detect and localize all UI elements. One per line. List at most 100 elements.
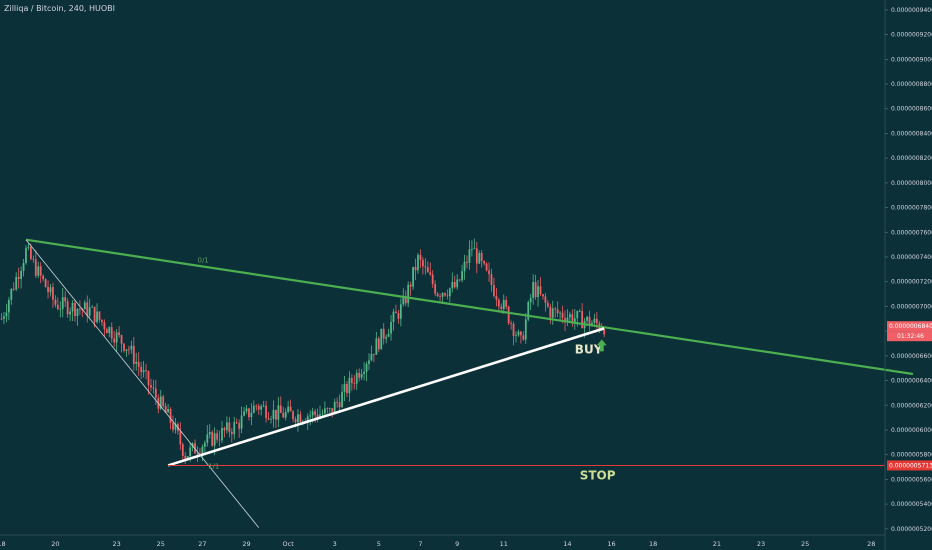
candle-body bbox=[30, 246, 32, 259]
candle-body bbox=[140, 366, 143, 373]
time-tick-label: 25 bbox=[157, 540, 165, 548]
candle-body bbox=[115, 332, 118, 343]
candle-body bbox=[44, 279, 47, 288]
candle-body bbox=[451, 282, 454, 289]
candle-body bbox=[603, 329, 606, 335]
candle-body bbox=[120, 335, 123, 344]
time-tick-label: 20 bbox=[51, 540, 59, 548]
candle-body bbox=[333, 401, 336, 413]
current-price-label: 0.0000006840 bbox=[889, 323, 932, 330]
candle-body bbox=[208, 432, 211, 435]
candle-body bbox=[593, 318, 596, 323]
candle-body bbox=[573, 318, 576, 323]
diagonal-line[interactable] bbox=[25, 239, 260, 528]
candle-body bbox=[154, 388, 157, 398]
candle-body bbox=[230, 431, 233, 435]
candle-body bbox=[93, 306, 96, 323]
resistance-trendline[interactable] bbox=[25, 238, 914, 376]
candle-body bbox=[338, 402, 341, 408]
candle-body bbox=[282, 412, 285, 418]
candle-body bbox=[152, 387, 155, 389]
price-tick-label: 0.0000009000 bbox=[891, 56, 932, 63]
candle-body bbox=[306, 416, 309, 422]
candle-body bbox=[216, 433, 218, 440]
price-tick-label: 0.0000008200 bbox=[891, 155, 932, 162]
candle-body bbox=[353, 383, 356, 384]
candle-body bbox=[346, 383, 348, 394]
candle-body bbox=[439, 296, 441, 297]
candle-body bbox=[365, 363, 368, 372]
candle-body bbox=[270, 418, 272, 420]
candle-body bbox=[463, 261, 466, 272]
candle-body bbox=[586, 316, 588, 322]
candle-body bbox=[17, 276, 20, 279]
price-tick-label: 0.0000005400 bbox=[891, 501, 932, 508]
candle-body bbox=[235, 422, 238, 424]
price-axis[interactable]: 0.0000009400 0.0000009200 0.0000009000 0.00… bbox=[884, 0, 932, 550]
candle-body bbox=[485, 263, 488, 271]
candle-body bbox=[424, 266, 427, 268]
candle-body bbox=[34, 259, 37, 276]
time-tick-label: 11 bbox=[500, 540, 508, 548]
price-tick-label: 0.0000009400 bbox=[891, 7, 932, 14]
candle-body bbox=[510, 323, 512, 325]
candle-body bbox=[419, 254, 422, 260]
price-tick-label: 0.0000008000 bbox=[891, 180, 932, 187]
candle-body bbox=[412, 266, 414, 287]
candle-body bbox=[422, 259, 424, 267]
candle-body bbox=[47, 287, 49, 293]
time-tick-label: 5 bbox=[377, 540, 381, 548]
candle-body bbox=[147, 371, 150, 386]
candle-body bbox=[591, 322, 593, 326]
stop-price-label: 0.0000005713 bbox=[889, 462, 932, 469]
candle-body bbox=[546, 302, 549, 307]
candle-body bbox=[375, 338, 378, 355]
candle-body bbox=[341, 391, 343, 408]
time-tick-label: 18 bbox=[0, 540, 6, 548]
candle-body bbox=[135, 361, 138, 364]
candle-body bbox=[113, 338, 116, 343]
candle-body bbox=[56, 304, 59, 309]
candle-body bbox=[37, 266, 40, 276]
time-tick-label: 25 bbox=[801, 540, 809, 548]
candle-body bbox=[76, 308, 79, 317]
candle-body bbox=[446, 295, 449, 297]
candle-body bbox=[471, 248, 473, 250]
time-axis[interactable]: 18 20 23 25 27 29 Oct 3 5 7 9 11 14 16 18 21 23 25 28 bbox=[0, 534, 885, 548]
candle-body bbox=[441, 293, 444, 297]
candle-body bbox=[316, 414, 319, 419]
candle-body bbox=[69, 311, 71, 315]
candle-body bbox=[196, 453, 199, 455]
candle-body bbox=[456, 279, 459, 288]
countdown-badge bbox=[887, 331, 932, 342]
price-tick-label: 0.0000007200 bbox=[891, 279, 932, 286]
candle-body bbox=[444, 293, 446, 296]
trendlines-layer: 0/1 1/1 bbox=[25, 238, 914, 528]
candle-body bbox=[448, 288, 451, 297]
candle-body bbox=[167, 409, 169, 413]
price-tick-label: 0.0000006400 bbox=[891, 378, 932, 385]
candle-body bbox=[402, 297, 405, 305]
candle-body bbox=[475, 248, 478, 264]
candle-body bbox=[66, 301, 69, 315]
candle-body bbox=[571, 314, 574, 323]
candle-body bbox=[569, 314, 571, 318]
support-trendline[interactable] bbox=[167, 327, 605, 467]
time-tick-label: 18 bbox=[649, 540, 657, 548]
time-tick-label: 14 bbox=[563, 540, 571, 548]
candle-body bbox=[118, 332, 120, 336]
price-tick-label: 0.0000007000 bbox=[891, 303, 932, 310]
candle-body bbox=[103, 322, 106, 330]
candle-body bbox=[201, 446, 204, 454]
candle-body bbox=[348, 377, 351, 394]
candle-body bbox=[213, 433, 216, 446]
candle-body bbox=[478, 252, 481, 264]
candle-body bbox=[52, 287, 54, 300]
candle-body bbox=[277, 405, 280, 420]
candle-body bbox=[561, 312, 564, 319]
candle-body bbox=[3, 316, 5, 319]
candle-body bbox=[497, 299, 500, 307]
candle-body bbox=[284, 412, 287, 418]
